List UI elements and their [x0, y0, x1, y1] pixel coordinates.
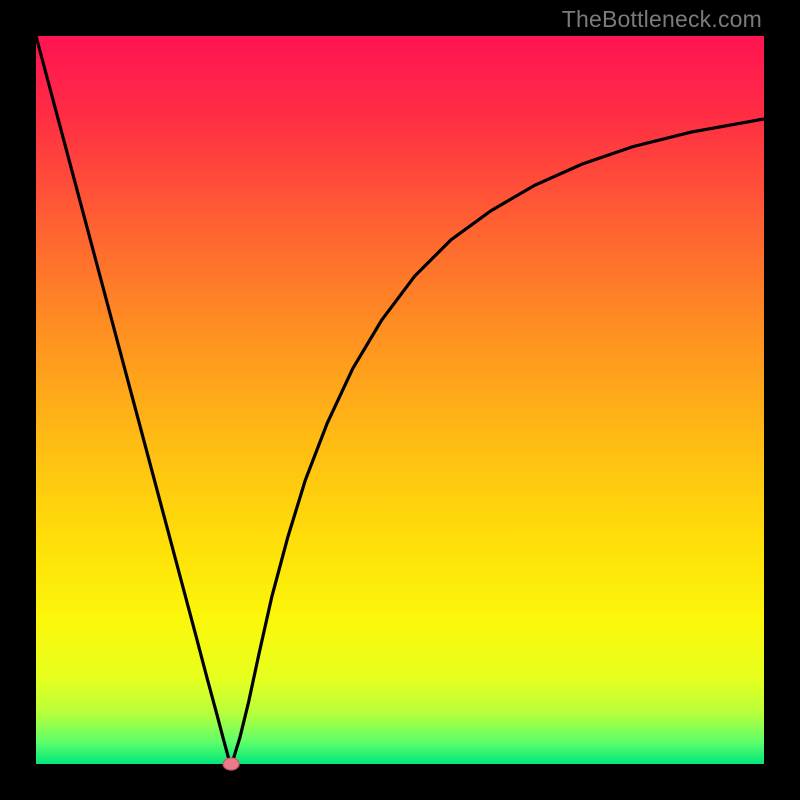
curve-layer: [36, 36, 764, 764]
outer-frame: TheBottleneck.com: [0, 0, 800, 800]
minimum-marker: [223, 758, 239, 770]
bottleneck-curve: [36, 36, 764, 764]
watermark-text: TheBottleneck.com: [562, 6, 762, 33]
plot-area: [36, 36, 764, 764]
